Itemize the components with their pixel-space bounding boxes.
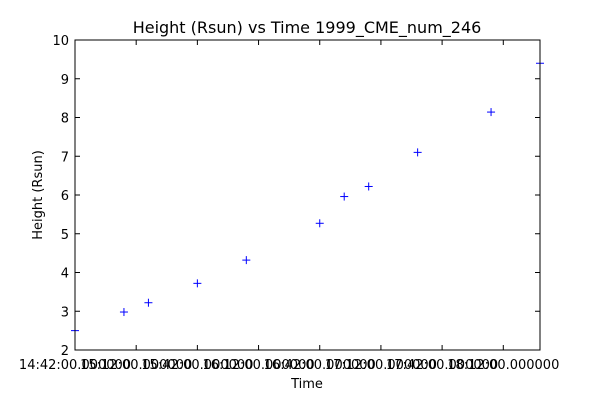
data-point	[144, 298, 153, 307]
data-point	[487, 108, 496, 117]
y-tick-label: 10	[52, 34, 69, 49]
y-tick-label: 2	[61, 344, 69, 359]
x-tick-label: 16:12:00.000000	[202, 358, 314, 373]
x-tick-label: 18:12:00.000000	[447, 358, 559, 373]
y-tick-label: 6	[61, 189, 69, 204]
x-tick-label: 14:42:00.000000	[19, 358, 131, 373]
data-point	[315, 219, 324, 228]
y-axis-ticks: 2 3 4 5 6 7 8 9 10	[52, 34, 540, 359]
x-tick-label: 15:42:00.000000	[141, 358, 253, 373]
data-point	[364, 182, 373, 191]
data-point	[193, 279, 202, 288]
x-tick-label: 16:42:00.000000	[264, 358, 376, 373]
y-tick-label: 7	[61, 150, 69, 165]
x-axis-label: Time	[290, 377, 323, 392]
x-tick-label: 17:12:00.000000	[325, 358, 437, 373]
x-axis-ticks: 14:42:00.00000015:12:00.00000015:42:00.0…	[19, 40, 559, 373]
y-axis-label: Height (Rsun)	[31, 150, 46, 240]
data-point	[119, 308, 128, 317]
y-tick-label: 5	[61, 228, 69, 243]
chart-title: Height (Rsun) vs Time 1999_CME_num_246	[133, 18, 482, 38]
y-tick-label: 9	[61, 73, 69, 88]
x-tick-label: 15:12:00.000000	[80, 358, 192, 373]
data-points	[71, 59, 544, 335]
data-point	[242, 256, 251, 265]
y-tick-label: 8	[61, 112, 69, 127]
y-tick-label: 3	[61, 305, 69, 320]
x-tick-label: 17:42:00.000000	[386, 358, 498, 373]
data-point	[340, 192, 349, 201]
plot-frame	[74, 39, 541, 351]
y-tick-label: 4	[61, 267, 69, 282]
data-point	[413, 148, 422, 157]
